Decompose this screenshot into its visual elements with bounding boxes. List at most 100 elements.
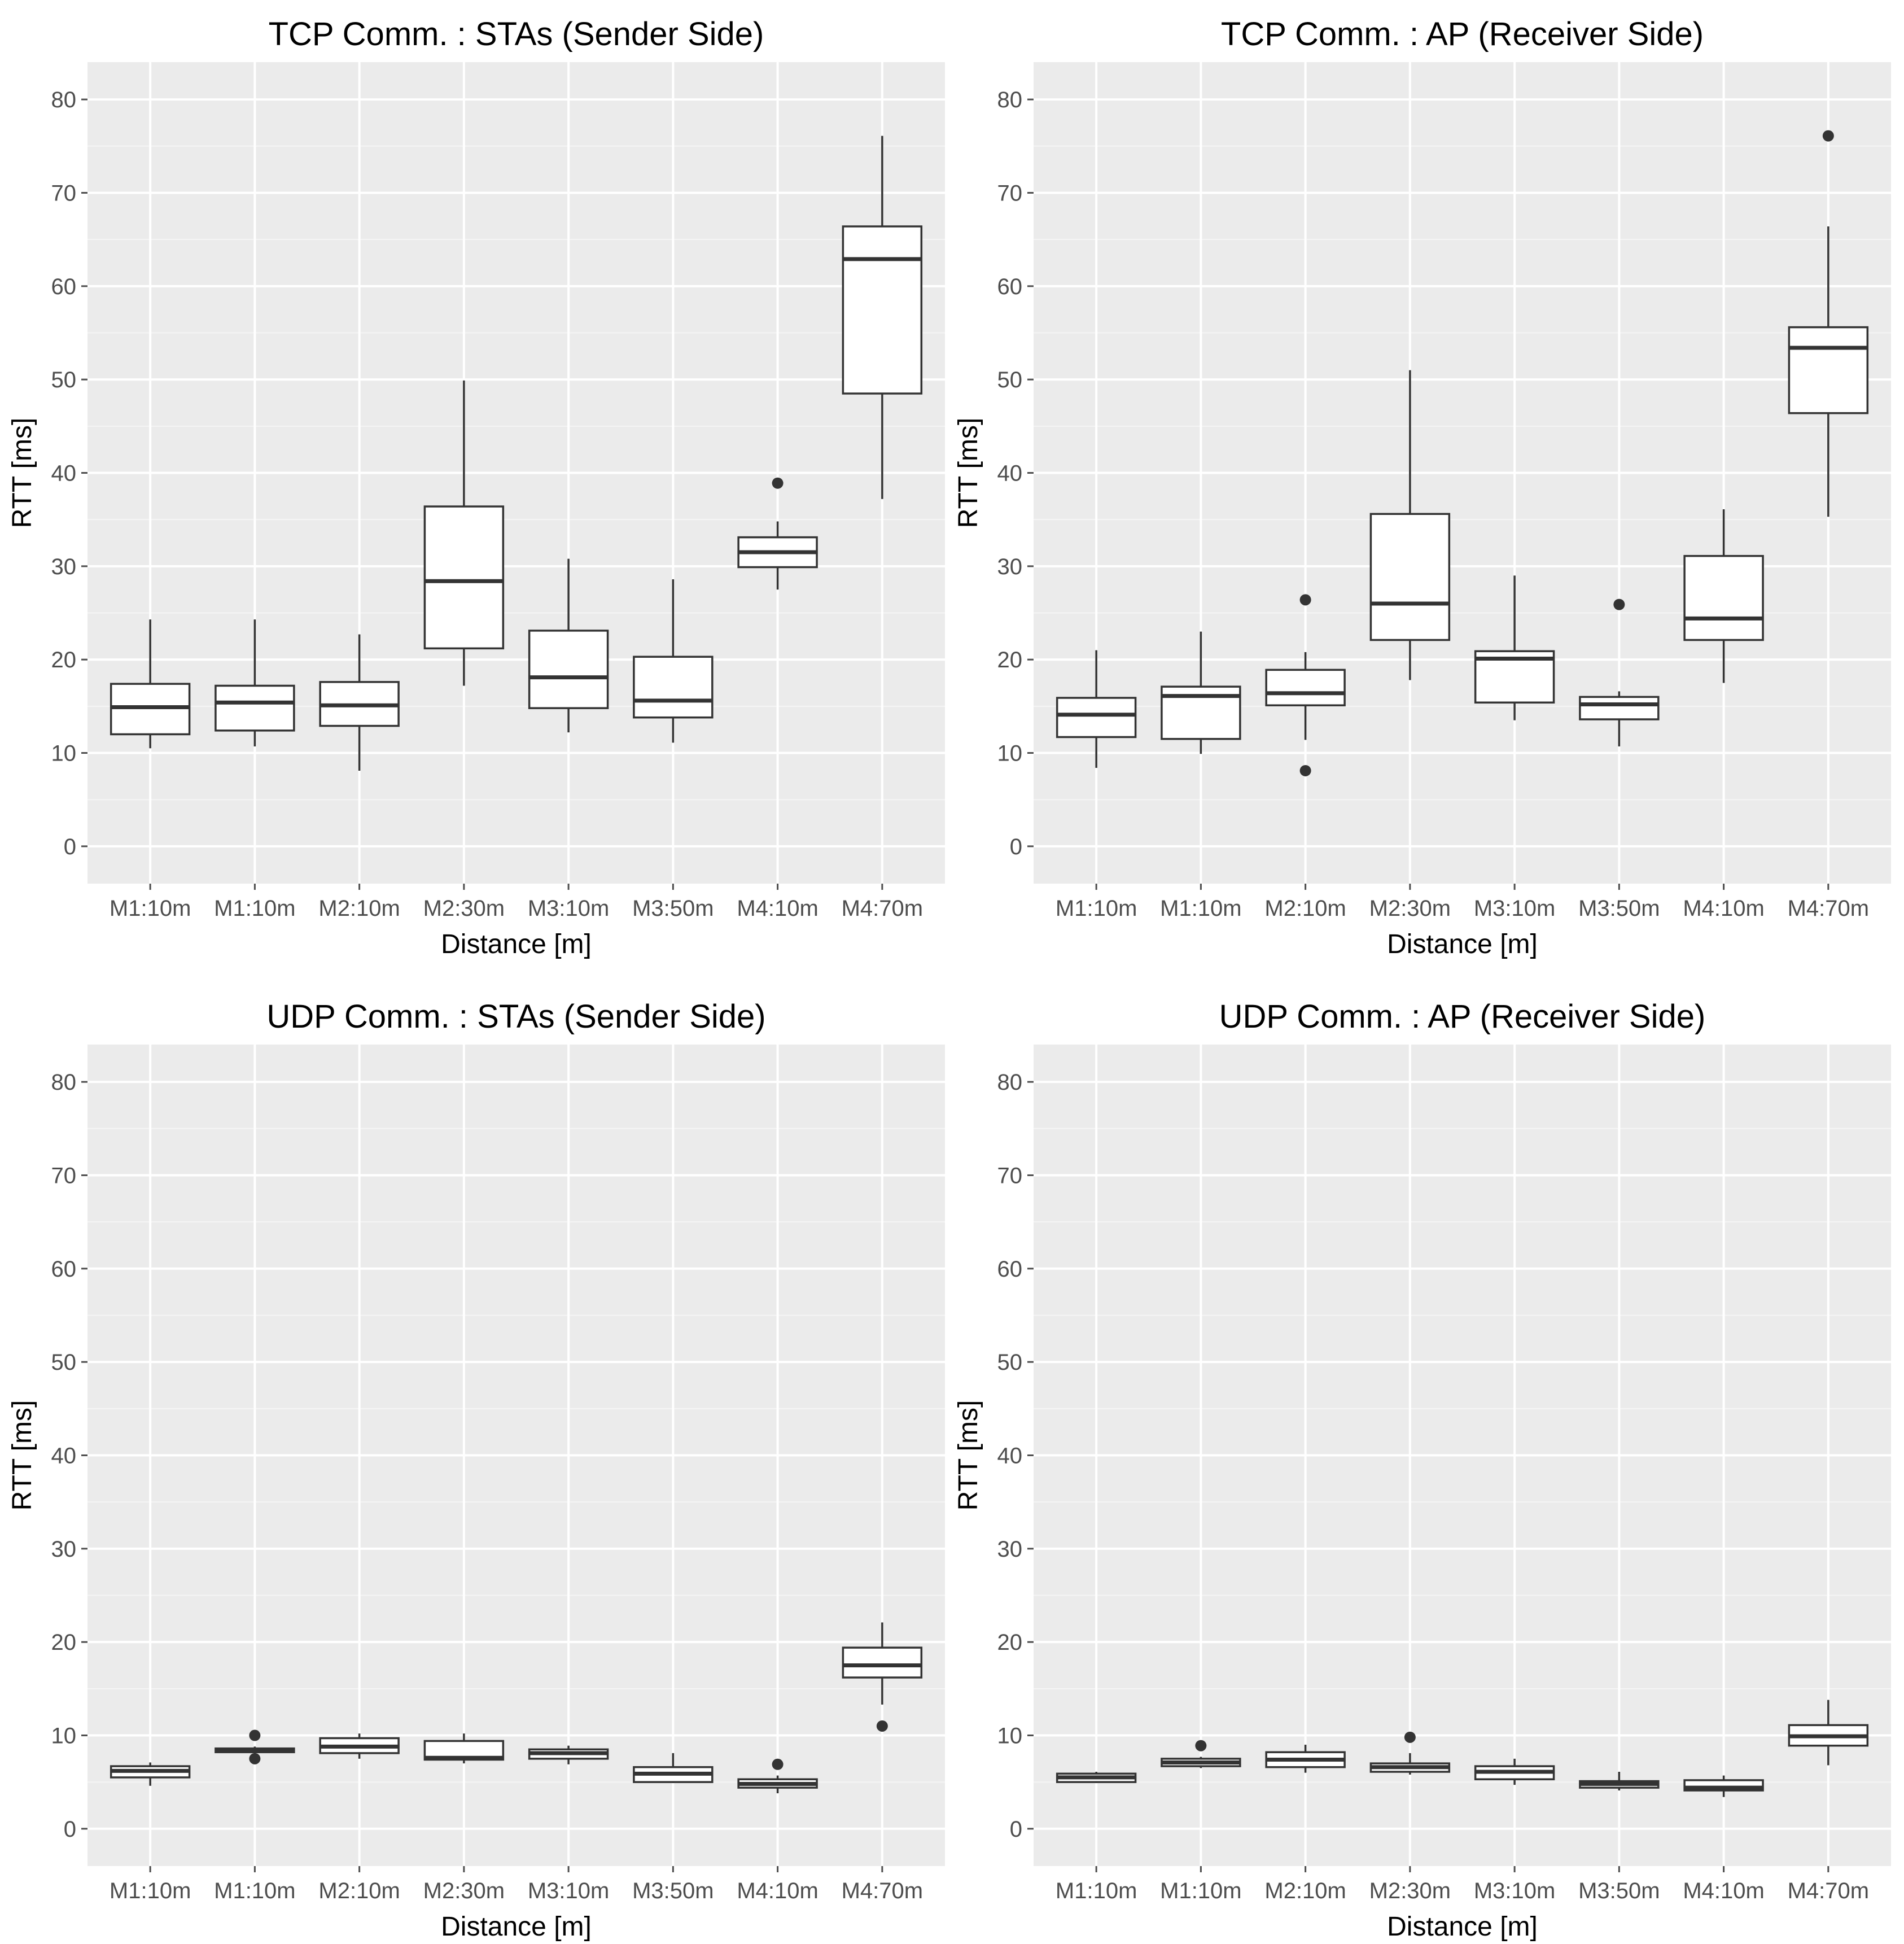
- y-tick-label: 40: [997, 461, 1023, 486]
- x-tick-label: M1:10m: [214, 1879, 296, 1903]
- x-tick-label: M3:10m: [1474, 1879, 1556, 1903]
- x-tick-label: M1:10m: [214, 896, 296, 921]
- box-8: [1788, 130, 1869, 517]
- x-tick-label: M2:10m: [1264, 896, 1346, 921]
- box-1: [110, 1762, 191, 1786]
- box-2: [1161, 631, 1241, 754]
- box-8: [842, 1622, 923, 1732]
- box-body: [842, 225, 923, 395]
- x-tick-label: M4:70m: [842, 896, 923, 921]
- y-tick-label: 50: [51, 368, 77, 392]
- y-tick-label: 40: [51, 1444, 77, 1469]
- box-body: [842, 1646, 923, 1679]
- y-axis-title: RTT [ms]: [953, 1400, 983, 1511]
- y-tick-label: 30: [997, 1537, 1023, 1562]
- x-tick-label: M4:70m: [1788, 896, 1870, 921]
- x-axis-title: Distance [m]: [1387, 929, 1538, 959]
- y-tick-label: 40: [51, 461, 77, 486]
- box-body: [1056, 697, 1137, 739]
- y-tick-label: 60: [997, 274, 1023, 299]
- y-tick-label: 10: [51, 741, 77, 766]
- y-tick-label: 0: [1010, 835, 1022, 859]
- box-1: [1056, 1772, 1137, 1783]
- box-3: [1265, 594, 1346, 776]
- x-tick-label: M4:70m: [842, 1879, 923, 1903]
- y-tick-label: 60: [51, 1257, 77, 1282]
- outlier-point: [1822, 130, 1834, 142]
- y-tick-label: 60: [997, 1257, 1023, 1282]
- box-body: [633, 656, 714, 719]
- x-tick-label: M4:70m: [1788, 1879, 1870, 1903]
- x-tick-label: M3:10m: [528, 896, 610, 921]
- box-3: [1265, 1745, 1346, 1773]
- box-3: [319, 1733, 400, 1759]
- x-axis-title: Distance [m]: [1387, 1912, 1538, 1942]
- x-tick-label: M2:30m: [423, 896, 505, 921]
- box-7: [1683, 509, 1764, 683]
- chart-panel-3: 0 10 20 30 40 50 60 70 80 M1:10m M1:10m M2:10m M2:30…: [7, 998, 945, 1942]
- y-axis-title: RTT [ms]: [7, 418, 37, 528]
- box-body: [1265, 669, 1346, 706]
- x-tick-label: M4:10m: [1683, 1879, 1765, 1903]
- box-1: [1056, 650, 1137, 768]
- box-1: [110, 619, 191, 749]
- y-tick-label: 70: [997, 181, 1023, 206]
- y-tick-label: 70: [997, 1163, 1023, 1188]
- y-tick-label: 30: [997, 554, 1023, 579]
- x-tick-label: M3:50m: [1578, 1879, 1660, 1903]
- y-axis-title: RTT [ms]: [7, 1400, 37, 1511]
- outlier-point: [249, 1729, 261, 1741]
- y-tick-label: 0: [1010, 1817, 1022, 1842]
- y-tick-label: 0: [64, 835, 76, 859]
- y-tick-label: 10: [51, 1724, 77, 1749]
- x-tick-label: M4:10m: [1683, 896, 1765, 921]
- x-tick-label: M3:50m: [1578, 896, 1660, 921]
- box-6: [633, 1753, 714, 1783]
- box-7: [737, 1758, 818, 1794]
- outlier-point: [772, 1758, 784, 1770]
- box-5: [528, 558, 609, 733]
- y-tick-label: 60: [51, 274, 77, 299]
- x-tick-label: M2:10m: [1264, 1879, 1346, 1903]
- panel-title: TCP Comm. : STAs (Sender Side): [269, 16, 764, 53]
- y-tick-label: 20: [51, 648, 77, 672]
- outlier-point: [1299, 594, 1311, 606]
- box-body: [215, 684, 295, 732]
- y-tick-label: 50: [997, 368, 1023, 392]
- y-tick-label: 80: [51, 88, 77, 112]
- x-tick-label: M3:50m: [632, 1879, 714, 1903]
- box-6: [1579, 599, 1660, 746]
- x-tick-label: M1:10m: [110, 896, 191, 921]
- x-tick-label: M1:10m: [1056, 896, 1137, 921]
- x-tick-label: M1:10m: [1160, 1879, 1242, 1903]
- y-tick-label: 50: [51, 1350, 77, 1375]
- y-tick-label: 40: [997, 1444, 1023, 1469]
- outlier-point: [1404, 1731, 1416, 1743]
- box-2: [215, 1729, 295, 1764]
- y-tick-label: 80: [997, 88, 1023, 112]
- box-body: [423, 505, 505, 650]
- box-4: [423, 380, 505, 686]
- x-tick-label: M3:10m: [528, 1879, 610, 1903]
- box-4: [423, 1733, 505, 1764]
- x-axis-title: Distance [m]: [441, 1912, 592, 1942]
- panel-title: UDP Comm. : STAs (Sender Side): [266, 998, 765, 1035]
- box-5: [1474, 575, 1555, 720]
- y-tick-label: 20: [997, 1630, 1023, 1655]
- panel-title: TCP Comm. : AP (Receiver Side): [1221, 16, 1704, 53]
- box-4: [1369, 1731, 1451, 1775]
- y-tick-label: 10: [997, 1724, 1023, 1749]
- box-4: [1369, 370, 1451, 680]
- y-tick-label: 30: [51, 554, 77, 579]
- y-tick-label: 0: [64, 1817, 76, 1842]
- x-tick-label: M2:30m: [1369, 1879, 1451, 1903]
- box-body: [1788, 326, 1869, 414]
- y-tick-label: 30: [51, 1537, 77, 1562]
- outlier-point: [1613, 599, 1625, 610]
- box-body: [1683, 554, 1764, 641]
- x-tick-label: M1:10m: [1160, 896, 1242, 921]
- y-tick-label: 70: [51, 1163, 77, 1188]
- y-tick-label: 10: [997, 741, 1023, 766]
- y-tick-label: 80: [51, 1070, 77, 1095]
